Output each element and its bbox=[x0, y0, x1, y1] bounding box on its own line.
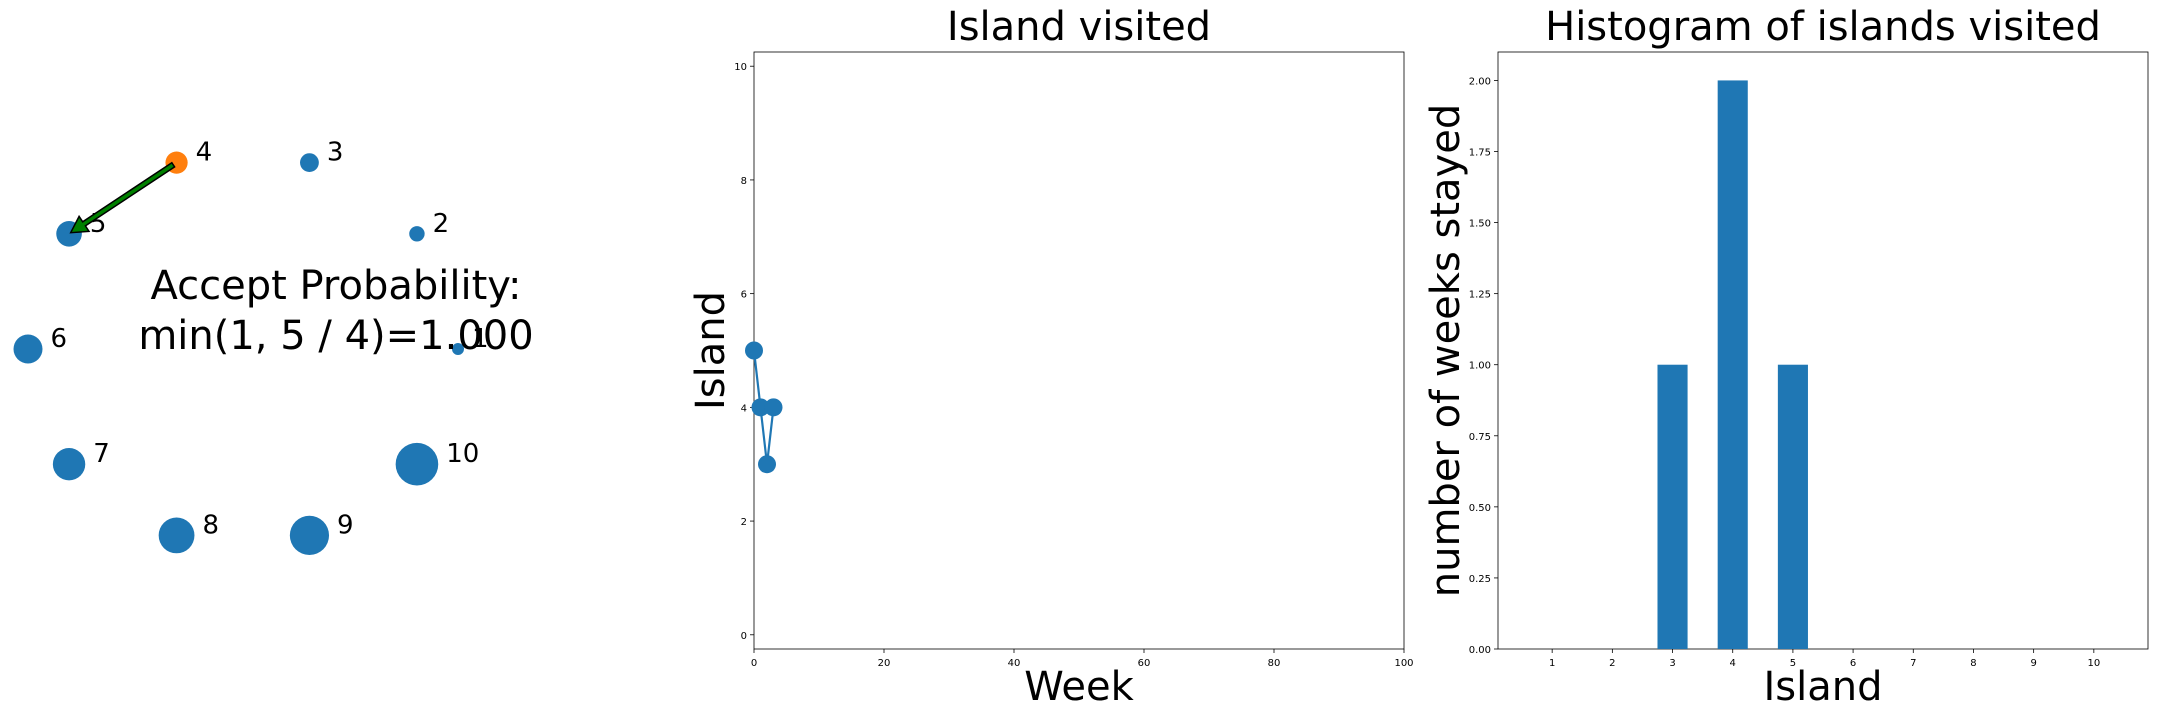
island-point-6 bbox=[13, 334, 43, 364]
trace-xtick-label: 80 bbox=[1268, 658, 1281, 669]
trace-xtick-label: 60 bbox=[1138, 658, 1151, 669]
hist-xtick-label: 10 bbox=[2087, 658, 2100, 669]
trace-series-line bbox=[752, 350, 775, 465]
trace-ylabel: Island bbox=[688, 291, 734, 410]
hist-ytick-label: 0.75 bbox=[1469, 432, 1491, 443]
trace-axes-frame bbox=[753, 51, 1405, 650]
trace-ytick-label: 10 bbox=[734, 62, 747, 73]
hist-ytick-label: 2.00 bbox=[1469, 76, 1491, 87]
hist-title: Histogram of islands visited bbox=[1545, 4, 2101, 50]
trace-xtick-label: 100 bbox=[1394, 658, 1413, 669]
trace-ytick-label: 6 bbox=[741, 290, 747, 301]
hist-bar-5 bbox=[1777, 364, 1808, 649]
trace-xtick-label: 20 bbox=[878, 658, 891, 669]
island-label-4: 4 bbox=[196, 138, 213, 168]
hist-bar-4 bbox=[1717, 80, 1748, 649]
trace-xlabel: Week bbox=[1024, 664, 1134, 710]
trace-ytick-label: 2 bbox=[741, 517, 747, 528]
island-label-8: 8 bbox=[202, 510, 219, 540]
hist-xtick-label: 1 bbox=[1549, 658, 1555, 669]
trace-title: Island visited bbox=[947, 4, 1211, 50]
hist-ytick-label: 0.25 bbox=[1469, 574, 1491, 585]
hist-ytick-label: 1.00 bbox=[1469, 361, 1491, 372]
accept-probability-formula: min(1, 5 / 4)=1.000 bbox=[138, 313, 533, 359]
hist-ytick-label: 1.25 bbox=[1469, 290, 1491, 301]
island-label-6: 6 bbox=[51, 324, 68, 354]
island-point-9 bbox=[289, 515, 330, 556]
hist-xtick-label: 2 bbox=[1609, 658, 1615, 669]
island-label-7: 7 bbox=[93, 439, 110, 469]
hist-xtick-label: 7 bbox=[1910, 658, 1916, 669]
island-label-9: 9 bbox=[337, 510, 354, 540]
island-label-3: 3 bbox=[327, 138, 344, 168]
hist-ylabel: number of weeks stayed bbox=[1423, 104, 1469, 597]
trace-ytick-label: 4 bbox=[741, 403, 747, 414]
island-point-7 bbox=[52, 448, 86, 481]
island-point-8 bbox=[158, 517, 195, 554]
hist-ytick-label: 1.50 bbox=[1469, 219, 1491, 230]
move-arrow bbox=[69, 161, 176, 234]
hist-xtick-label: 9 bbox=[2030, 658, 2036, 669]
hist-axes-frame bbox=[1497, 51, 2149, 650]
hist-ytick-label: 0.00 bbox=[1469, 645, 1491, 656]
trace-point bbox=[758, 455, 776, 474]
hist-xtick-label: 4 bbox=[1730, 658, 1736, 669]
island-point-2 bbox=[409, 226, 425, 242]
trace-ytick-label: 8 bbox=[741, 176, 747, 187]
hist-xtick-label: 5 bbox=[1790, 658, 1796, 669]
island-point-3 bbox=[300, 153, 319, 172]
island-point-1 bbox=[452, 343, 464, 355]
hist-xtick-label: 8 bbox=[1970, 658, 1976, 669]
trace-xtick-label: 40 bbox=[1008, 658, 1021, 669]
island-label-1: 1 bbox=[472, 324, 489, 354]
island-label-2: 2 bbox=[433, 209, 450, 239]
island-point-10 bbox=[395, 442, 439, 486]
hist-xtick-label: 3 bbox=[1669, 658, 1675, 669]
island-label-10: 10 bbox=[446, 439, 479, 469]
trace-xtick-label: 0 bbox=[751, 658, 757, 669]
trace-point bbox=[745, 341, 763, 360]
hist-xlabel: Island bbox=[1763, 664, 1882, 710]
trace-point bbox=[764, 398, 783, 417]
trace-ytick-label: 0 bbox=[741, 631, 747, 642]
hist-ytick-label: 1.75 bbox=[1469, 148, 1491, 159]
hist-xtick-label: 6 bbox=[1850, 658, 1856, 669]
accept-probability-label: Accept Probability: bbox=[150, 263, 521, 309]
trace-point bbox=[751, 398, 770, 417]
hist-bar-3 bbox=[1657, 364, 1688, 649]
hist-ytick-label: 0.50 bbox=[1469, 503, 1491, 514]
